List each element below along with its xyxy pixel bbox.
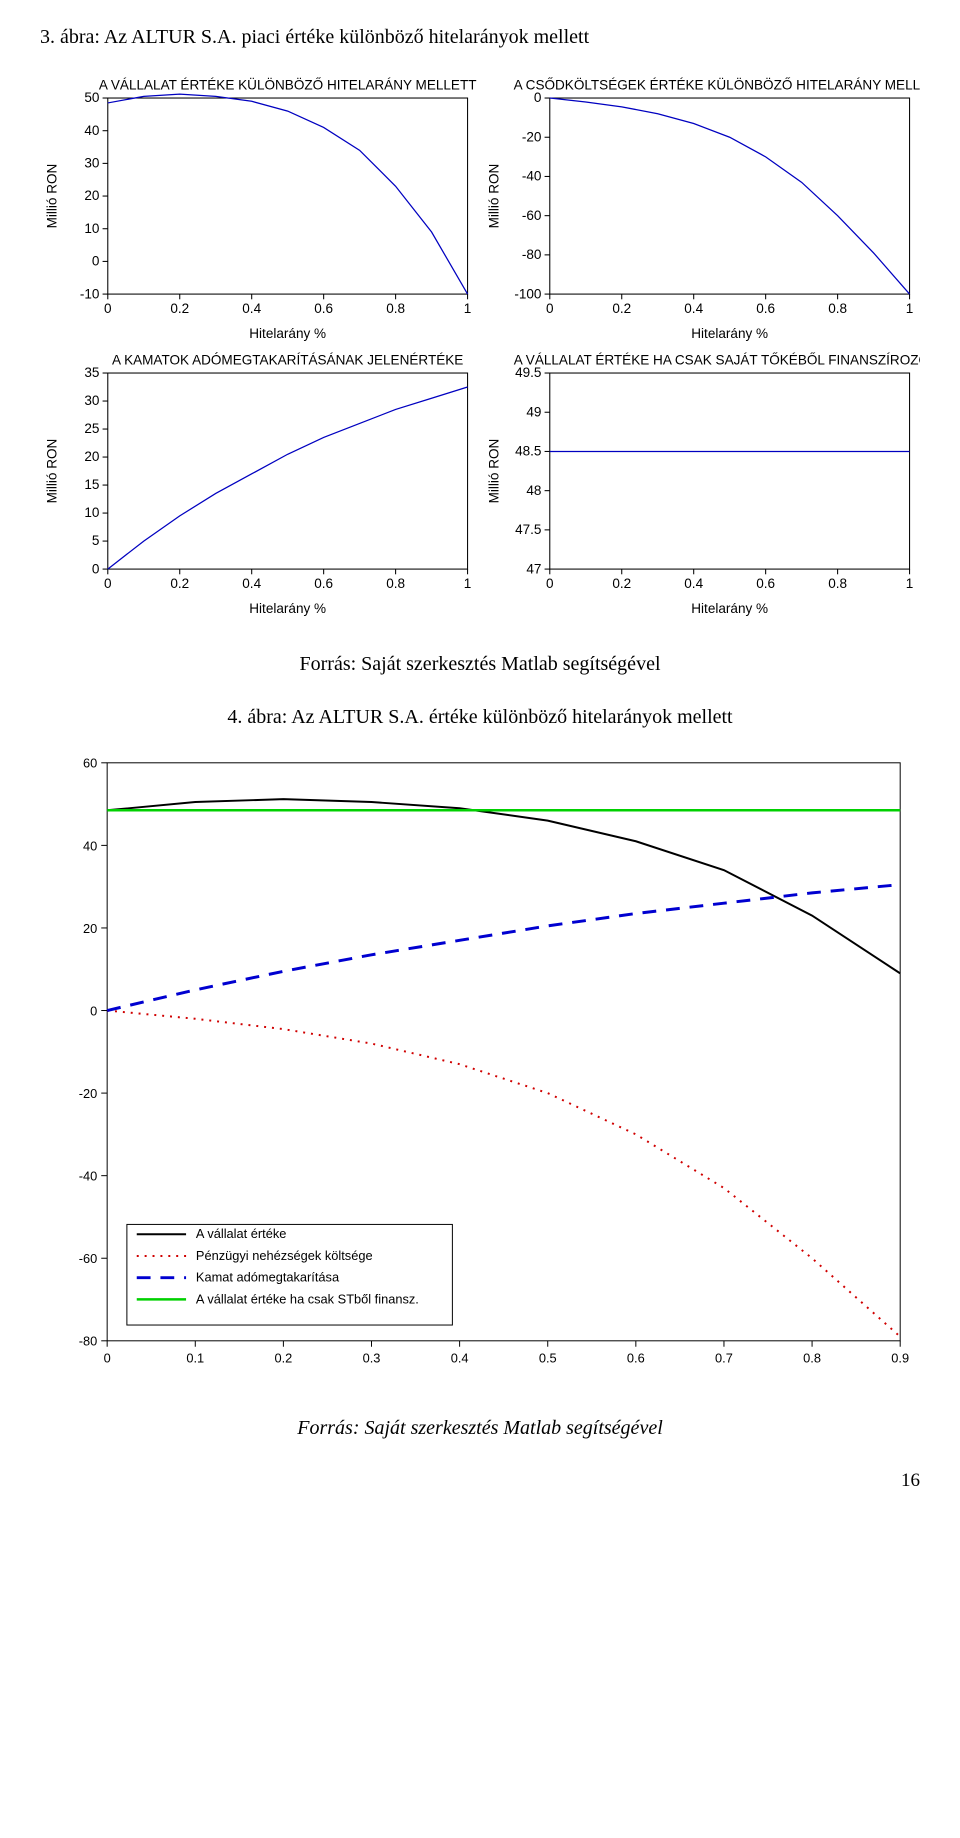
svg-text:0.6: 0.6 [627,1351,645,1366]
big-chart: 0 0.1 0.2 0.3 0.4 0.5 0.6 0.7 0.8 0.9 -80 -60 -40 -20… [46,749,914,1380]
chart-a: A VÁLLALAT ÉRTÉKE KÜLÖNBÖZŐ HITELARÁNY M… [40,73,478,344]
svg-text:0.4: 0.4 [684,301,703,316]
svg-text:Hitelarány %: Hitelarány % [691,326,768,341]
svg-text:-80: -80 [79,1334,98,1349]
page-number: 16 [40,1470,920,1492]
svg-text:0: 0 [92,254,100,269]
svg-text:50: 50 [84,90,99,105]
svg-text:A VÁLLALAT ÉRTÉKE KÜLÖNBÖZŐ HI: A VÁLLALAT ÉRTÉKE KÜLÖNBÖZŐ HITELARÁNY M… [99,78,477,93]
svg-text:Millió RON: Millió RON [45,439,60,504]
svg-text:-10: -10 [80,286,100,301]
svg-text:0.6: 0.6 [314,576,333,591]
svg-text:30: 30 [84,393,99,408]
svg-text:0.7: 0.7 [715,1351,733,1366]
small-charts-grid: A VÁLLALAT ÉRTÉKE KÜLÖNBÖZŐ HITELARÁNY M… [40,63,920,629]
svg-text:0: 0 [546,301,554,316]
svg-text:0.2: 0.2 [612,576,631,591]
svg-text:-60: -60 [79,1251,98,1266]
svg-text:Millió RON: Millió RON [45,164,60,229]
svg-text:0.4: 0.4 [242,576,261,591]
svg-text:1: 1 [906,301,914,316]
svg-text:0.6: 0.6 [756,576,775,591]
svg-text:0.2: 0.2 [170,301,189,316]
svg-text:Hitelarány %: Hitelarány % [249,601,326,616]
svg-text:35: 35 [84,365,99,380]
svg-text:0.2: 0.2 [170,576,189,591]
svg-text:10: 10 [84,505,99,520]
svg-text:Pénzügyi nehézségek költsége: Pénzügyi nehézségek költsége [196,1248,373,1263]
figure3-source: Forrás: Saját szerkesztés Matlab segítsé… [40,653,920,676]
svg-text:20: 20 [83,921,97,936]
svg-text:20: 20 [84,188,99,203]
svg-text:0.6: 0.6 [756,301,775,316]
chart-b: A CSŐDKÖLTSÉGEK ÉRTÉKE KÜLÖNBÖZŐ HITELAR… [482,73,920,344]
svg-text:0.4: 0.4 [451,1351,469,1366]
svg-text:5: 5 [92,533,100,548]
svg-text:Hitelarány %: Hitelarány % [691,601,768,616]
svg-text:-60: -60 [522,208,542,223]
svg-text:49.5: 49.5 [515,365,541,380]
svg-text:15: 15 [84,477,99,492]
page: 3. ábra: Az ALTUR S.A. piaci értéke külö… [0,0,960,1532]
svg-text:-80: -80 [522,247,542,262]
svg-text:0: 0 [534,90,542,105]
svg-text:0.4: 0.4 [242,301,261,316]
svg-text:30: 30 [84,156,99,171]
svg-text:60: 60 [83,756,97,771]
svg-text:0.3: 0.3 [363,1351,381,1366]
svg-text:0.2: 0.2 [612,301,631,316]
svg-text:0.6: 0.6 [314,301,333,316]
svg-text:0: 0 [90,1004,97,1019]
svg-text:1: 1 [464,576,472,591]
svg-text:47.5: 47.5 [515,522,541,537]
svg-text:A CSŐDKÖLTSÉGEK ÉRTÉKE KÜLÖNBÖ: A CSŐDKÖLTSÉGEK ÉRTÉKE KÜLÖNBÖZŐ HITELAR… [514,78,920,93]
svg-text:47: 47 [526,561,541,576]
svg-text:0: 0 [104,576,112,591]
svg-text:-40: -40 [79,1169,98,1184]
svg-text:40: 40 [83,839,97,854]
svg-text:0.1: 0.1 [186,1351,204,1366]
svg-text:0.8: 0.8 [386,301,405,316]
svg-text:0.8: 0.8 [803,1351,821,1366]
figure3-caption: 3. ábra: Az ALTUR S.A. piaci értéke külö… [40,26,920,49]
svg-text:0: 0 [546,576,554,591]
svg-text:48: 48 [526,483,541,498]
svg-text:0.9: 0.9 [891,1351,909,1366]
svg-text:A vállalat értéke ha csak STbő: A vállalat értéke ha csak STből finansz. [196,1292,419,1307]
svg-text:0.8: 0.8 [386,576,405,591]
svg-text:49: 49 [526,405,541,420]
figure4-source: Forrás: Saját szerkesztés Matlab segítsé… [40,1417,920,1440]
svg-text:A VÁLLALAT ÉRTÉKE HA CSAK SAJÁ: A VÁLLALAT ÉRTÉKE HA CSAK SAJÁT TŐKÉBŐL … [514,353,920,368]
svg-text:Millió RON: Millió RON [487,164,502,229]
svg-text:0.2: 0.2 [274,1351,292,1366]
svg-text:Hitelarány %: Hitelarány % [249,326,326,341]
svg-text:1: 1 [906,576,914,591]
svg-text:48.5: 48.5 [515,444,541,459]
svg-text:0.8: 0.8 [828,576,847,591]
svg-text:10: 10 [84,221,99,236]
svg-text:Millió RON: Millió RON [487,439,502,504]
svg-text:1: 1 [464,301,472,316]
chart-c: A KAMATOK ADÓMEGTAKARÍTÁSÁNAK JELENÉRTÉK… [40,348,478,619]
chart-d: A VÁLLALAT ÉRTÉKE HA CSAK SAJÁT TŐKÉBŐL … [482,348,920,619]
svg-text:25: 25 [84,421,99,436]
svg-text:0: 0 [104,301,112,316]
svg-text:20: 20 [84,449,99,464]
figure4-caption: 4. ábra: Az ALTUR S.A. értéke különböző … [40,706,920,729]
big-chart-wrap: 0 0.1 0.2 0.3 0.4 0.5 0.6 0.7 0.8 0.9 -80 -60 -40 -20… [40,743,920,1386]
svg-text:-20: -20 [79,1086,98,1101]
svg-text:40: 40 [84,123,99,138]
svg-text:A KAMATOK ADÓMEGTAKARÍTÁSÁNAK: A KAMATOK ADÓMEGTAKARÍTÁSÁNAK JELENÉRTÉK… [112,353,463,368]
svg-text:-100: -100 [514,286,541,301]
svg-text:0.4: 0.4 [684,576,703,591]
svg-text:0.8: 0.8 [828,301,847,316]
svg-text:-40: -40 [522,169,542,184]
svg-text:0.5: 0.5 [539,1351,557,1366]
svg-text:Kamat adómegtakarítása: Kamat adómegtakarítása [196,1270,340,1285]
svg-text:0: 0 [104,1351,111,1366]
svg-text:0: 0 [92,561,100,576]
svg-text:A vállalat értéke: A vállalat értéke [196,1227,286,1242]
svg-text:-20: -20 [522,129,542,144]
